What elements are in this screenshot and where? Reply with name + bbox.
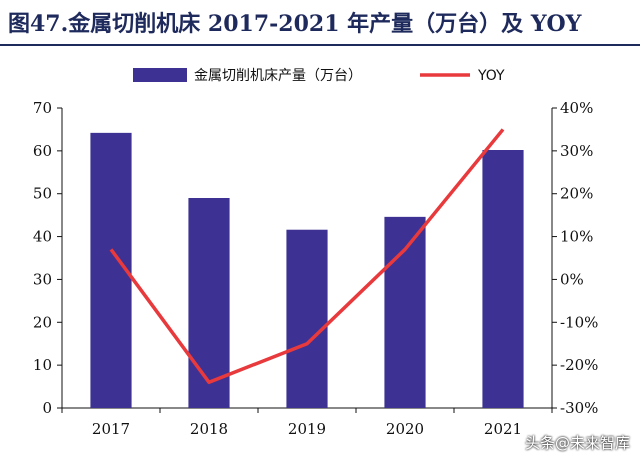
x-tick-label: 2017 [92, 420, 130, 438]
figure-title-bar: 图47.金属切削机床 2017-2021 年产量（万台）及 YOY [0, 0, 640, 42]
yoy-line [109, 128, 505, 385]
left-tick-label: 20 [33, 313, 52, 331]
right-tick-label: -30% [560, 399, 598, 417]
right-tick-label: 20% [560, 185, 593, 203]
left-tick-label: 70 [33, 99, 52, 117]
legend-line-label: YOY [477, 68, 505, 84]
right-tick-label: 40% [560, 99, 593, 117]
left-tick-label: 30 [33, 270, 52, 288]
bar [286, 229, 328, 408]
right-tick-label: 30% [560, 142, 593, 160]
left-tick-label: 10 [33, 356, 52, 374]
left-tick-label: 60 [33, 142, 52, 160]
left-tick-label: 40 [33, 228, 52, 246]
bar [384, 216, 426, 408]
legend-bar-label: 金属切削机床产量（万台） [194, 68, 362, 84]
figure-title: 图47.金属切削机床 2017-2021 年产量（万台）及 YOY [8, 11, 582, 37]
right-tick-label: 0% [560, 270, 584, 288]
left-tick-label: 0 [42, 399, 52, 417]
watermark: 头条@未来智库 [524, 434, 630, 452]
right-tick-label: 10% [560, 228, 593, 246]
right-tick-label: -10% [560, 313, 598, 331]
x-tick-label: 2018 [190, 420, 228, 438]
x-tick-label: 2021 [484, 420, 522, 438]
title-underline [0, 44, 640, 46]
x-tick-label: 2019 [288, 420, 326, 438]
bar [188, 198, 230, 408]
x-tick-label: 2020 [386, 420, 424, 438]
bar [482, 150, 524, 408]
right-tick-label: -20% [560, 356, 598, 374]
left-tick-label: 50 [33, 185, 52, 203]
legend-bar-swatch [133, 68, 187, 82]
